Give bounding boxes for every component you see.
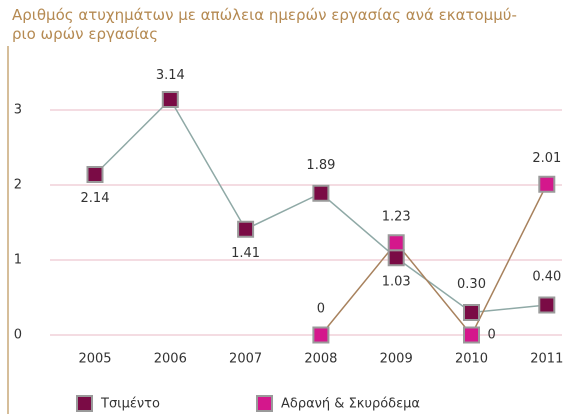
point-marker	[161, 91, 179, 108]
y-tick-label: 0	[14, 328, 22, 343]
data-label: 0.40	[532, 270, 561, 285]
x-tick-label: 2005	[78, 352, 111, 367]
y-tick-label: 2	[14, 178, 22, 193]
data-label: 0	[488, 328, 496, 343]
data-label: 2.14	[81, 191, 110, 206]
point-marker	[463, 304, 480, 321]
x-tick-label: 2007	[229, 352, 262, 367]
x-tick-label: 2011	[530, 352, 563, 367]
point-marker	[86, 166, 104, 183]
chart-title: ριο ωρών εργασίας	[12, 25, 158, 43]
legend-marker	[256, 395, 273, 412]
series-line	[320, 183, 548, 337]
x-tick-label: 2009	[380, 352, 413, 367]
point-marker	[538, 296, 556, 314]
point-marker	[387, 249, 405, 267]
point-marker	[387, 234, 405, 252]
data-label: 0	[317, 302, 325, 317]
point-marker	[312, 326, 330, 344]
data-label: 1.03	[382, 274, 411, 289]
data-label: 1.89	[306, 158, 335, 173]
legend-label: Αδρανή & Σκυρόδεμα	[281, 397, 420, 412]
point-marker	[463, 326, 480, 344]
y-tick-label: 1	[14, 253, 22, 268]
x-tick-label: 2010	[455, 352, 488, 367]
chart-title: Αριθμός ατυχημάτων με απώλεια ημερών εργ…	[12, 6, 517, 24]
point-marker	[538, 175, 556, 193]
data-label: 0.30	[457, 277, 486, 292]
data-label: 3.14	[156, 68, 185, 83]
legend-label: Τσιμέντο	[100, 397, 160, 412]
data-label: 1.23	[382, 209, 411, 224]
x-tick-label: 2008	[304, 352, 337, 367]
point-marker	[237, 220, 255, 238]
point-marker	[312, 184, 330, 202]
x-tick-label: 2006	[154, 352, 187, 367]
data-label: 1.41	[231, 246, 260, 261]
legend-marker	[76, 395, 93, 412]
data-label: 2.01	[532, 151, 561, 166]
y-tick-label: 3	[14, 103, 22, 118]
